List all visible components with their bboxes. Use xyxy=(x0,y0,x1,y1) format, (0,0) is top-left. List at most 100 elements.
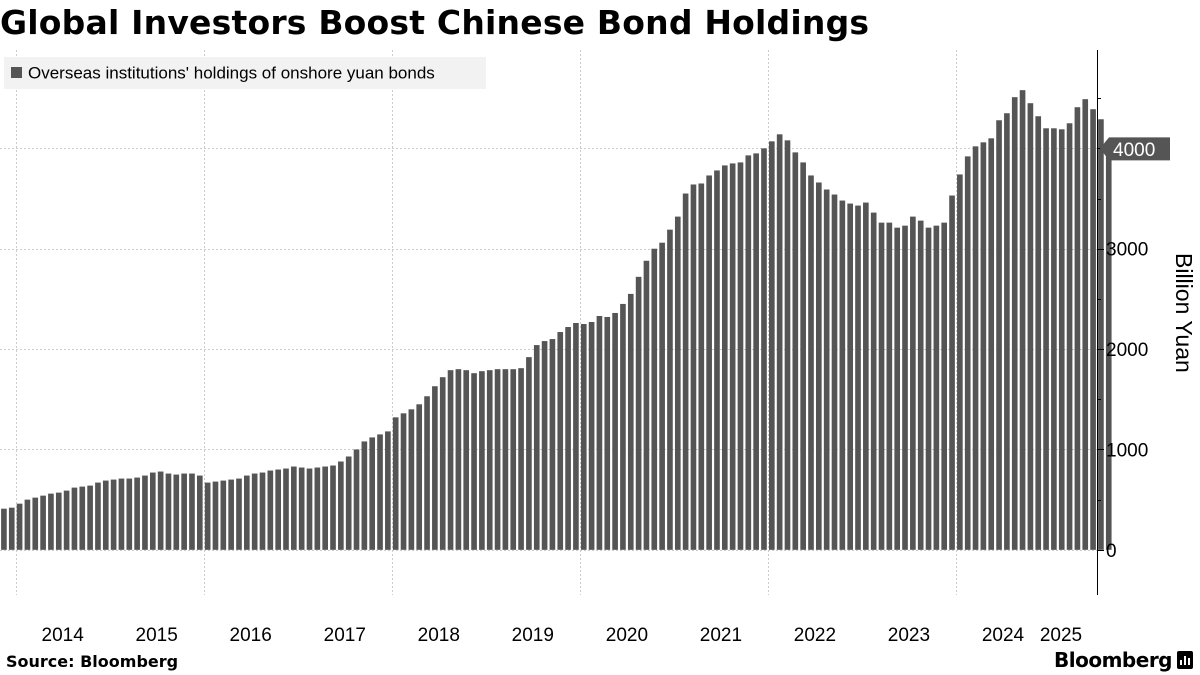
x-tick-label: 2019 xyxy=(512,625,554,646)
bar xyxy=(385,431,391,550)
bar xyxy=(816,182,822,550)
bar xyxy=(721,165,728,550)
bar xyxy=(604,316,611,550)
bar xyxy=(541,341,548,550)
bar xyxy=(322,466,328,550)
bar xyxy=(964,156,971,550)
bar xyxy=(32,497,39,550)
bar xyxy=(808,175,814,550)
bar xyxy=(87,485,93,550)
bar xyxy=(298,467,305,550)
bar xyxy=(244,475,250,550)
bar xyxy=(745,155,752,550)
bar xyxy=(565,327,571,550)
bar xyxy=(118,478,125,550)
bar xyxy=(48,493,54,550)
bar xyxy=(690,184,697,550)
bar xyxy=(71,487,78,550)
bar xyxy=(823,189,830,550)
source-note: Source: Bloomberg xyxy=(6,652,179,671)
bar xyxy=(79,486,86,550)
bar xyxy=(557,332,564,550)
bar xyxy=(24,499,31,550)
bar xyxy=(769,141,775,550)
bar xyxy=(1051,128,1057,550)
bar xyxy=(142,475,148,550)
bar xyxy=(580,324,587,550)
bar xyxy=(902,225,908,550)
bar xyxy=(212,481,219,550)
bar xyxy=(1082,99,1089,550)
bar xyxy=(377,434,383,550)
bar xyxy=(181,473,187,550)
bar xyxy=(63,490,70,550)
bar xyxy=(1027,103,1034,550)
bar xyxy=(1043,128,1049,550)
bar xyxy=(95,482,101,550)
bar xyxy=(502,369,509,550)
x-tick-label: 2022 xyxy=(794,625,836,646)
bar xyxy=(776,134,783,550)
bar xyxy=(369,437,376,550)
bar xyxy=(486,370,493,550)
grid-lines xyxy=(0,50,1097,595)
bar xyxy=(620,303,626,550)
bar xyxy=(338,461,344,550)
bar xyxy=(165,473,172,550)
y-tick-label: 1000 xyxy=(1106,441,1148,462)
y-axis: 0 1000 2000 3000 xyxy=(1097,98,1148,562)
bloomberg-chart-icon xyxy=(1177,651,1193,669)
bar xyxy=(204,482,211,550)
bar xyxy=(737,162,744,550)
bar xyxy=(400,413,407,550)
bar xyxy=(196,475,203,550)
bar xyxy=(267,470,274,550)
bar xyxy=(1066,123,1073,550)
bar xyxy=(259,472,266,550)
bar xyxy=(714,170,720,550)
bar xyxy=(659,242,665,550)
bar xyxy=(126,478,133,550)
bar xyxy=(314,467,321,550)
bar xyxy=(494,369,501,550)
bar xyxy=(863,202,869,550)
x-tick-label: 2021 xyxy=(700,625,742,646)
bar xyxy=(1035,116,1042,550)
x-tick-label: 2024 xyxy=(982,625,1025,646)
bar xyxy=(761,148,767,550)
bar xyxy=(847,203,853,550)
bar xyxy=(941,222,948,550)
bar xyxy=(345,456,352,550)
chart-title: Global Investors Boost Chinese Bond Hold… xyxy=(0,3,870,42)
bar xyxy=(886,222,893,550)
bar xyxy=(424,396,430,550)
bar xyxy=(674,216,681,550)
x-tick-label: 2023 xyxy=(888,625,930,646)
bar xyxy=(627,293,634,550)
bar xyxy=(596,315,603,550)
y-tick-label: 3000 xyxy=(1106,240,1148,261)
bar xyxy=(910,216,916,550)
bar xyxy=(1074,107,1081,550)
bar xyxy=(447,370,454,550)
bar xyxy=(1105,148,1112,550)
bar xyxy=(667,229,673,550)
bar xyxy=(275,469,281,550)
bar xyxy=(706,175,712,550)
brand-name: Bloomberg xyxy=(1054,648,1172,672)
bar xyxy=(408,409,415,550)
bar xyxy=(792,152,799,550)
bar xyxy=(306,468,313,550)
bar xyxy=(102,480,109,550)
bar xyxy=(361,441,368,550)
bar xyxy=(55,492,62,550)
bar xyxy=(533,345,540,550)
bar xyxy=(1,508,7,550)
bar xyxy=(330,465,336,550)
bar xyxy=(283,468,289,550)
bar xyxy=(236,478,242,550)
legend-box xyxy=(4,57,486,89)
x-tick-label: 2018 xyxy=(418,625,460,646)
bar xyxy=(588,322,595,550)
